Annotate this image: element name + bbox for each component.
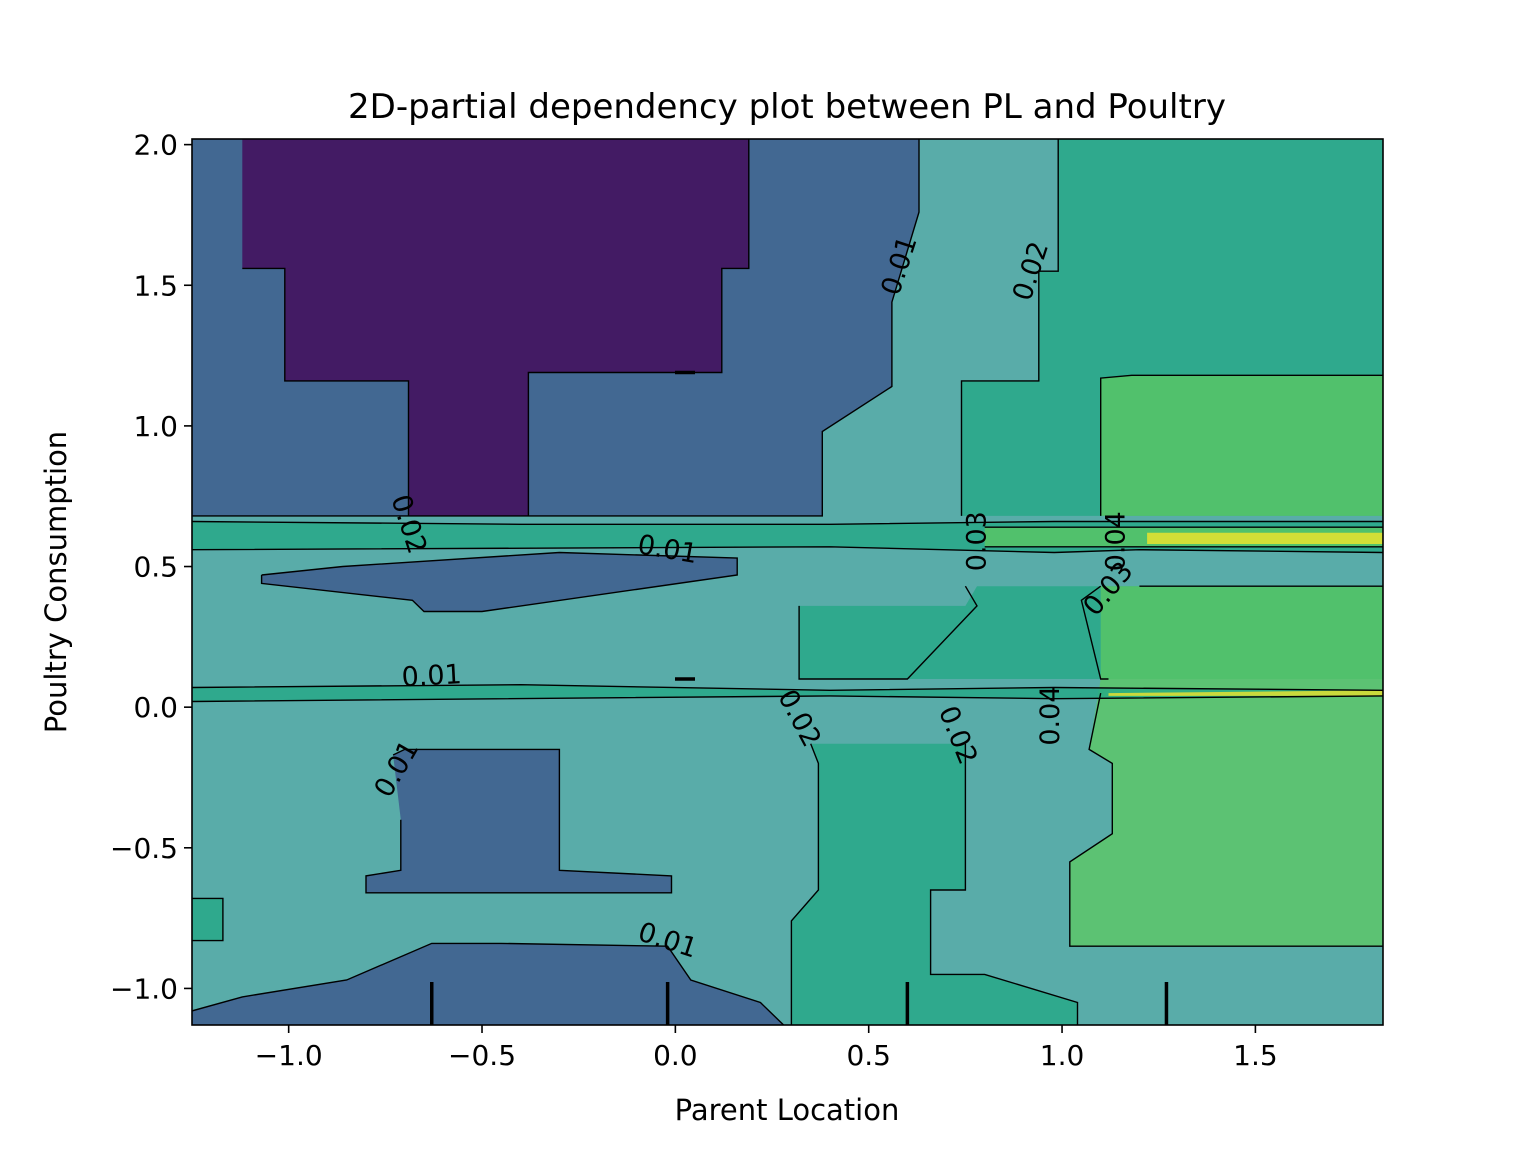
contour-line-0	[192, 139, 920, 517]
contour-region-14	[791, 743, 1078, 1025]
contour-region-10	[1069, 586, 1383, 947]
decile-markers	[429, 370, 1169, 1025]
x-tick-label-4: 1.0	[1040, 1039, 1085, 1072]
contour-region-2	[242, 139, 749, 516]
y-tick-label-5: 1.5	[133, 269, 178, 302]
contour-region-4	[1100, 375, 1383, 516]
contour-line-18	[1069, 692, 1383, 947]
chart-title: 2D-partial dependency plot between PL an…	[348, 87, 1226, 127]
x-tick-label-3: 0.5	[846, 1039, 891, 1072]
y-axis: −1.0 −0.5 0.0 0.5 1.0 1.5 2.0	[110, 129, 192, 1005]
contour-line-17	[929, 743, 1079, 1025]
y-tick-label-3: 0.5	[133, 551, 178, 584]
plot-area: 0.01 0.020.02 0.01 0.03 0.040.030.010.02 0.02…	[192, 139, 1383, 1025]
x-axis: −1.0 −0.5 0.0 0.5 1.0 1.5	[255, 1025, 1278, 1072]
contour-region-12	[1108, 690, 1383, 696]
contour-label-7: 0.01	[401, 659, 463, 693]
contour-line-9	[260, 551, 738, 613]
contour-region-11	[192, 684, 1383, 702]
x-tick-label-1: −0.5	[448, 1039, 516, 1072]
contour-line-16	[790, 743, 820, 1025]
y-tick-label-0: −1.0	[110, 972, 178, 1005]
contour-label-5: 0.04	[1101, 511, 1132, 571]
contour-region-16	[192, 943, 784, 1025]
contour-line-11	[1080, 585, 1109, 680]
contour-label-10: 0.04	[1035, 686, 1066, 746]
contour-line-2	[527, 139, 750, 516]
contour-line-10	[798, 585, 978, 680]
x-tick-label-0: −1.0	[255, 1039, 323, 1072]
y-axis-label: Poultry Consumption	[39, 431, 73, 733]
contour-line-3	[960, 139, 1059, 516]
x-axis-label: Parent Location	[675, 1093, 900, 1127]
contour-region-15	[192, 898, 223, 941]
contour-line-5	[192, 520, 1383, 525]
plot-frame	[191, 138, 1384, 1026]
y-tick-label-6: 2.0	[133, 129, 178, 162]
contour-line-15	[365, 748, 673, 894]
contour-line-1	[242, 267, 410, 516]
contour-line-14	[192, 695, 1383, 703]
contour-lines	[192, 139, 1383, 1025]
contour-label-4: 0.03	[962, 511, 993, 571]
y-tick-label-1: −0.5	[110, 832, 178, 865]
contour-line-13	[192, 683, 1383, 692]
contour-line-4	[1099, 374, 1383, 516]
contour-region-13	[366, 749, 672, 893]
y-tick-label-4: 1.0	[133, 410, 178, 443]
x-tick-label-5: 1.5	[1233, 1039, 1278, 1072]
x-tick-label-2: 0.0	[653, 1039, 698, 1072]
contour-line-19	[192, 897, 224, 942]
contour-region-8	[261, 552, 738, 612]
filled-contours	[192, 139, 1383, 1025]
contour-region-7	[1147, 532, 1383, 544]
contour-line-20	[192, 942, 785, 1025]
y-tick-label-2: 0.0	[133, 691, 178, 724]
contour-line-6	[192, 546, 1383, 554]
